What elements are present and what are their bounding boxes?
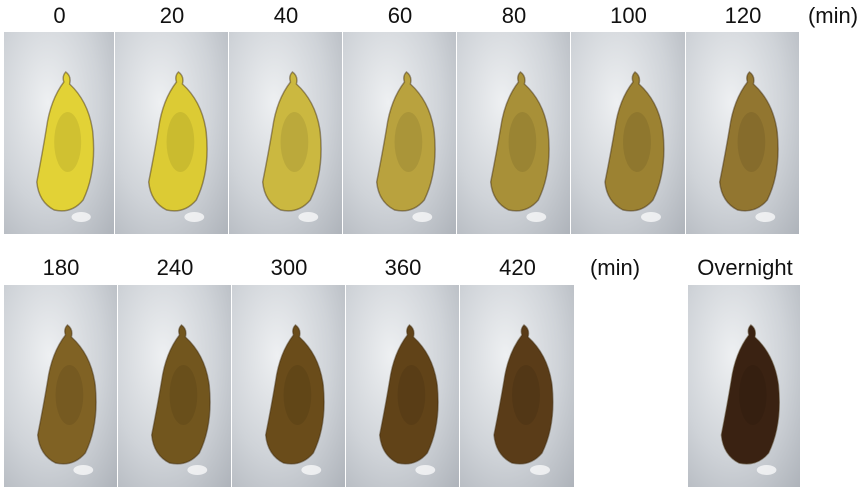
pupa-photo bbox=[4, 285, 117, 487]
time-label: 180 bbox=[42, 255, 80, 280]
time-label: 0 bbox=[53, 3, 66, 28]
time-label: 80 bbox=[501, 3, 527, 28]
time-label: 20 bbox=[159, 3, 185, 28]
overnight-label: Overnight bbox=[697, 255, 793, 280]
time-label: 100 bbox=[610, 3, 647, 28]
pupa-photo bbox=[346, 285, 459, 487]
time-label: 120 bbox=[724, 3, 762, 28]
pupa-photo bbox=[457, 32, 570, 234]
pupa-photo bbox=[115, 32, 228, 234]
time-label: 40 bbox=[273, 3, 299, 28]
pupa-photo bbox=[232, 285, 345, 487]
pupa-photo-overnight bbox=[688, 285, 800, 487]
time-label: 300 bbox=[270, 255, 308, 280]
pupa-photo bbox=[686, 32, 799, 234]
time-label: 60 bbox=[387, 3, 413, 28]
time-label: 420 bbox=[499, 255, 536, 280]
pupa-photo bbox=[460, 285, 574, 487]
pupa-photo bbox=[118, 285, 231, 487]
pupa-photo bbox=[571, 32, 685, 234]
pupa-photo bbox=[229, 32, 342, 234]
time-label: 360 bbox=[384, 255, 422, 280]
pupa-photo bbox=[343, 32, 456, 234]
top-unit-label: (min) bbox=[807, 3, 859, 28]
time-label: 240 bbox=[156, 255, 194, 280]
pupa-photo bbox=[4, 32, 114, 234]
bottom-unit-label: (min) bbox=[589, 255, 641, 280]
